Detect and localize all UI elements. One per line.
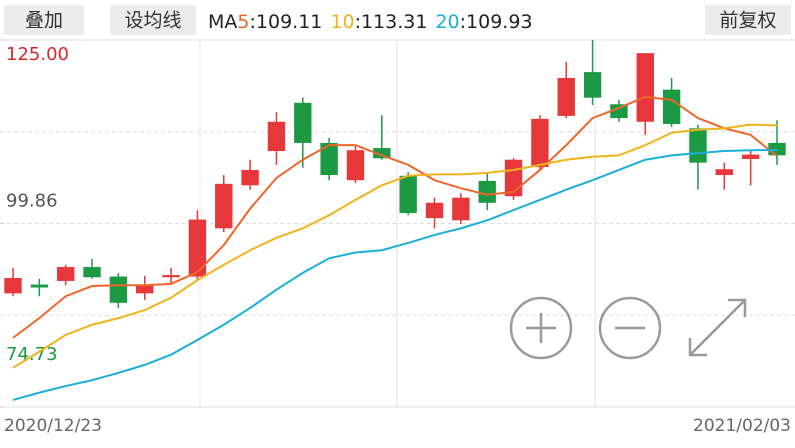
candle-body [689, 128, 707, 163]
legend-name: 20 [435, 11, 459, 33]
set-ma-label[interactable]: 设均线 [124, 10, 181, 32]
legend-separator: : [460, 11, 466, 33]
overlay-button[interactable] [4, 5, 84, 35]
overlay-label[interactable]: 叠加 [25, 10, 63, 32]
legend-prefix: MA [208, 11, 237, 33]
ma-line [12, 95, 778, 339]
candle-body [30, 284, 49, 288]
candle-body [425, 202, 444, 219]
adjust-label[interactable]: 前复权 [719, 10, 776, 32]
candle-body [241, 169, 259, 186]
candle-body [583, 72, 602, 98]
candle-body [557, 77, 575, 116]
legend-separator: : [355, 11, 361, 33]
candle-body [399, 175, 417, 214]
set-ma-button[interactable] [110, 5, 196, 35]
candle-body [715, 169, 734, 176]
candle-body [136, 285, 154, 294]
candle-body [478, 180, 496, 203]
candle-body [373, 148, 391, 159]
plot: 125.00 99.86 74.73 2020/12/23 2021/02/03 [0, 39, 795, 436]
candle-body [267, 121, 286, 151]
candle-body [610, 104, 628, 119]
x-tick-label: 2021/02/03 [693, 416, 791, 436]
candle-body [215, 183, 233, 229]
legend-name: 5 [237, 11, 249, 33]
candle-body [452, 197, 470, 221]
candle-body [741, 154, 760, 159]
candle-body [346, 150, 365, 181]
candle-body [531, 118, 549, 168]
legend-value: 113.31 [361, 11, 427, 33]
ma-line [12, 149, 778, 401]
zoom-controls [509, 296, 747, 360]
legend-separator: : [249, 11, 255, 33]
ma-line [12, 123, 778, 369]
y-tick-label: 74.73 [6, 344, 58, 365]
legend-name: 10 [330, 11, 354, 33]
candle-body [188, 219, 207, 277]
candle-body [662, 89, 681, 124]
candle-body [294, 102, 312, 143]
zoom-in[interactable] [509, 296, 573, 360]
candle-body [636, 53, 654, 122]
candle-body [83, 267, 101, 278]
candle-body [162, 275, 180, 278]
candle-body [56, 267, 75, 281]
y-tick-label: 125.00 [6, 44, 69, 65]
legend-value: 109.93 [466, 11, 532, 33]
candle-body [4, 277, 22, 294]
candle-body [109, 276, 128, 303]
ma-legend: MA5:109.11 10:113.31 20:109.93 [208, 11, 533, 33]
x-tick-label: 2020/12/23 [4, 416, 102, 436]
y-tick-label: 99.86 [6, 191, 58, 212]
zoom-out[interactable] [598, 296, 662, 360]
legend-value: 109.11 [256, 11, 322, 33]
fullscreen[interactable] [688, 298, 747, 357]
adjust-button[interactable] [705, 5, 791, 35]
candle-body [320, 142, 338, 176]
